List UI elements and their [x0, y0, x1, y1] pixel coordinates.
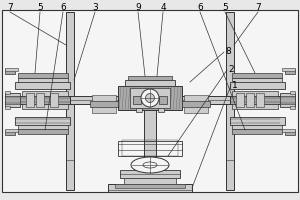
Bar	[92, 107, 116, 113]
Bar	[124, 178, 176, 184]
Bar	[122, 140, 178, 156]
Bar	[232, 125, 282, 129]
Bar	[18, 78, 68, 82]
Bar	[5, 96, 20, 104]
Bar	[232, 91, 278, 96]
Bar	[184, 95, 208, 101]
Bar	[232, 129, 282, 134]
Bar	[108, 184, 192, 192]
Bar	[230, 82, 285, 89]
Bar	[18, 125, 68, 129]
Bar	[230, 117, 285, 125]
Text: 6: 6	[60, 3, 66, 12]
Bar	[26, 93, 34, 107]
Text: 9: 9	[135, 3, 141, 12]
Bar	[118, 86, 182, 110]
Bar	[22, 104, 68, 109]
Bar	[280, 96, 295, 104]
Bar	[15, 82, 70, 89]
Bar	[282, 129, 295, 132]
Circle shape	[141, 89, 159, 107]
Text: 4: 4	[160, 3, 166, 12]
Text: 7: 7	[255, 3, 261, 12]
Bar	[20, 96, 70, 104]
Bar	[136, 108, 142, 112]
Bar	[256, 93, 264, 107]
Bar	[50, 93, 58, 107]
Bar	[120, 170, 180, 178]
Bar	[92, 95, 116, 101]
Bar	[133, 96, 141, 104]
Bar	[159, 96, 167, 104]
Bar	[22, 91, 68, 96]
Bar	[230, 96, 280, 104]
Bar	[36, 93, 44, 107]
Bar	[280, 93, 295, 107]
Bar	[282, 68, 295, 71]
Bar	[5, 130, 15, 135]
Bar	[66, 12, 74, 190]
Bar	[18, 73, 68, 78]
Bar	[285, 130, 295, 135]
Bar	[125, 80, 175, 86]
Bar	[90, 101, 118, 107]
Text: 5: 5	[222, 3, 228, 12]
Bar	[246, 93, 254, 107]
Bar	[5, 93, 20, 107]
Bar	[232, 104, 278, 109]
Bar	[5, 91, 10, 94]
Bar	[290, 91, 295, 94]
Text: 2: 2	[228, 66, 234, 74]
Text: 8: 8	[225, 47, 231, 56]
Bar	[15, 117, 70, 125]
Text: 5: 5	[37, 3, 43, 12]
Bar	[184, 107, 208, 113]
Ellipse shape	[143, 162, 157, 168]
Text: 6: 6	[197, 3, 203, 12]
Text: 3: 3	[92, 3, 98, 12]
Text: 1: 1	[232, 80, 238, 90]
Bar	[232, 73, 282, 78]
Bar	[144, 110, 156, 170]
Bar	[5, 129, 18, 132]
Bar	[5, 96, 295, 104]
Bar	[285, 69, 295, 74]
Bar	[236, 93, 244, 107]
Bar	[115, 184, 185, 188]
Bar	[5, 68, 18, 71]
Bar	[290, 106, 295, 109]
Text: 7: 7	[7, 3, 13, 12]
Bar	[232, 78, 282, 82]
Bar	[130, 88, 170, 108]
Bar	[128, 76, 172, 80]
Circle shape	[146, 94, 154, 102]
Bar	[226, 12, 234, 190]
Bar	[182, 101, 210, 107]
Ellipse shape	[131, 157, 169, 173]
Bar	[5, 106, 10, 109]
Bar	[158, 108, 164, 112]
Bar	[118, 141, 182, 156]
Bar	[5, 69, 15, 74]
Bar	[18, 129, 68, 134]
